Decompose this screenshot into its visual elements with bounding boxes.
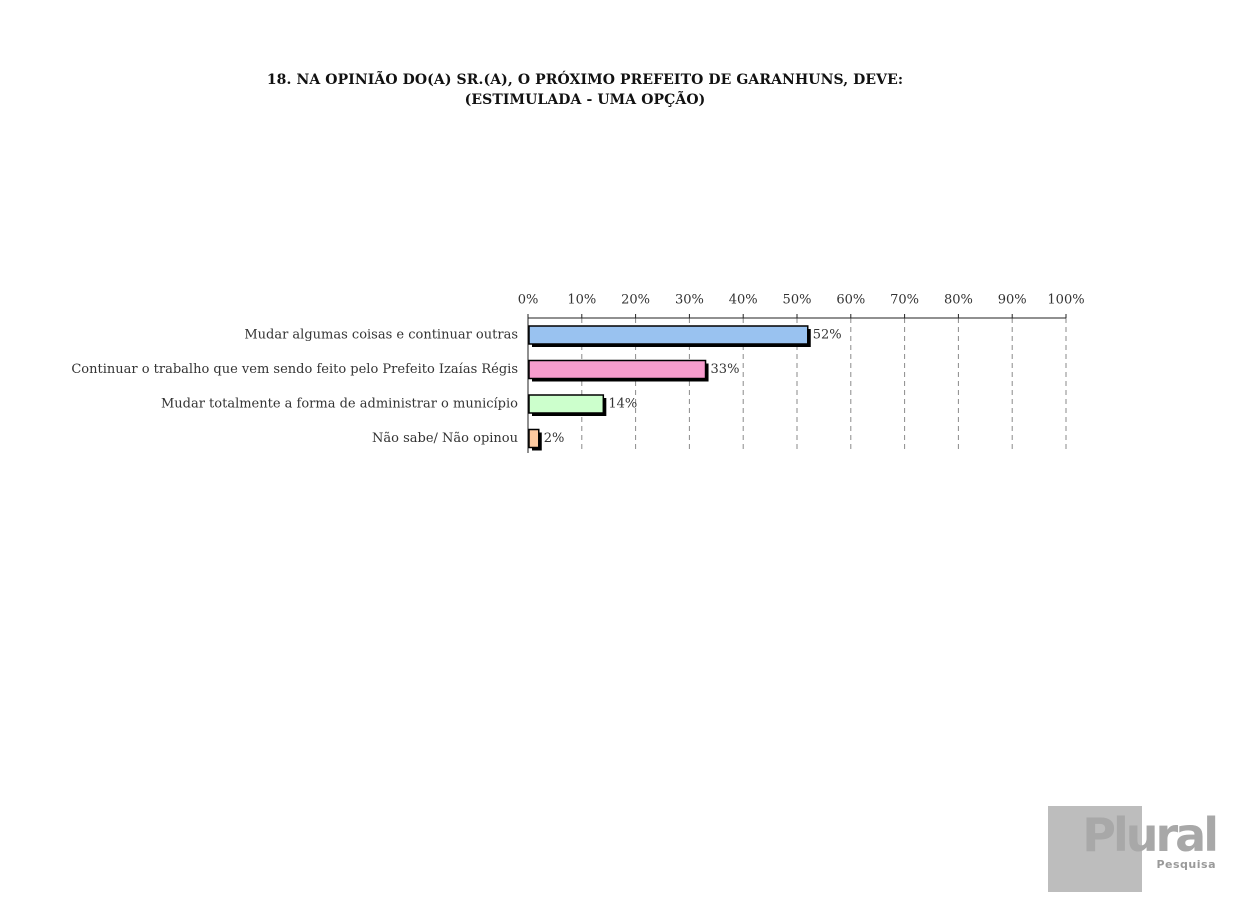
bar — [528, 325, 809, 345]
x-tick-label: 90% — [998, 293, 1027, 308]
x-tick-label: 80% — [944, 293, 973, 308]
x-tick-label: 60% — [836, 293, 865, 308]
bar — [528, 359, 707, 380]
axis-layer: 0% 10% 20% 30% 40% 50% 60% 70% 80% 90% 100% — [518, 293, 1085, 453]
chart-title-line-1: 18. NA OPINIÃO DO(A) SR.(A), O PRÓXIMO P… — [266, 72, 904, 88]
x-tick-label: 0% — [518, 293, 539, 308]
bar — [528, 394, 605, 414]
category-label: Mudar totalmente a forma de administrar … — [161, 397, 518, 412]
chart-title-line-2: (ESTIMULADA - UMA OPÇÃO) — [464, 92, 706, 108]
bar — [528, 428, 540, 449]
chart-title: 18. NA OPINIÃO DO(A) SR.(A), O PRÓXIMO P… — [0, 70, 1170, 110]
data-label: 14% — [608, 397, 637, 412]
x-tick-label: 70% — [890, 293, 919, 308]
data-label: 33% — [711, 362, 740, 377]
x-tick-label: 10% — [567, 293, 596, 308]
logo-word: Plural — [1082, 808, 1219, 862]
plural-pesquisa-logo: Plural Pesquisa — [1048, 806, 1219, 892]
x-tick-label: 30% — [675, 293, 704, 308]
data-label: 2% — [544, 431, 565, 446]
x-tick-label: 50% — [783, 293, 812, 308]
category-label: Continuar o trabalho que vem sendo feito… — [71, 362, 518, 377]
category-label: Não sabe/ Não opinou — [372, 431, 518, 446]
logo-gray-box — [1048, 806, 1142, 892]
logo-subtitle: Pesquisa — [1156, 858, 1216, 871]
data-label: 52% — [813, 328, 842, 343]
category-label: Mudar algumas coisas e continuar outras — [244, 328, 518, 343]
bar-layer — [528, 325, 811, 451]
x-tick-label: 100% — [1047, 293, 1084, 308]
label-layer: Mudar algumas coisas e continuar outras 5… — [71, 328, 841, 447]
x-tick-label: 40% — [729, 293, 758, 308]
x-tick-label: 20% — [621, 293, 650, 308]
